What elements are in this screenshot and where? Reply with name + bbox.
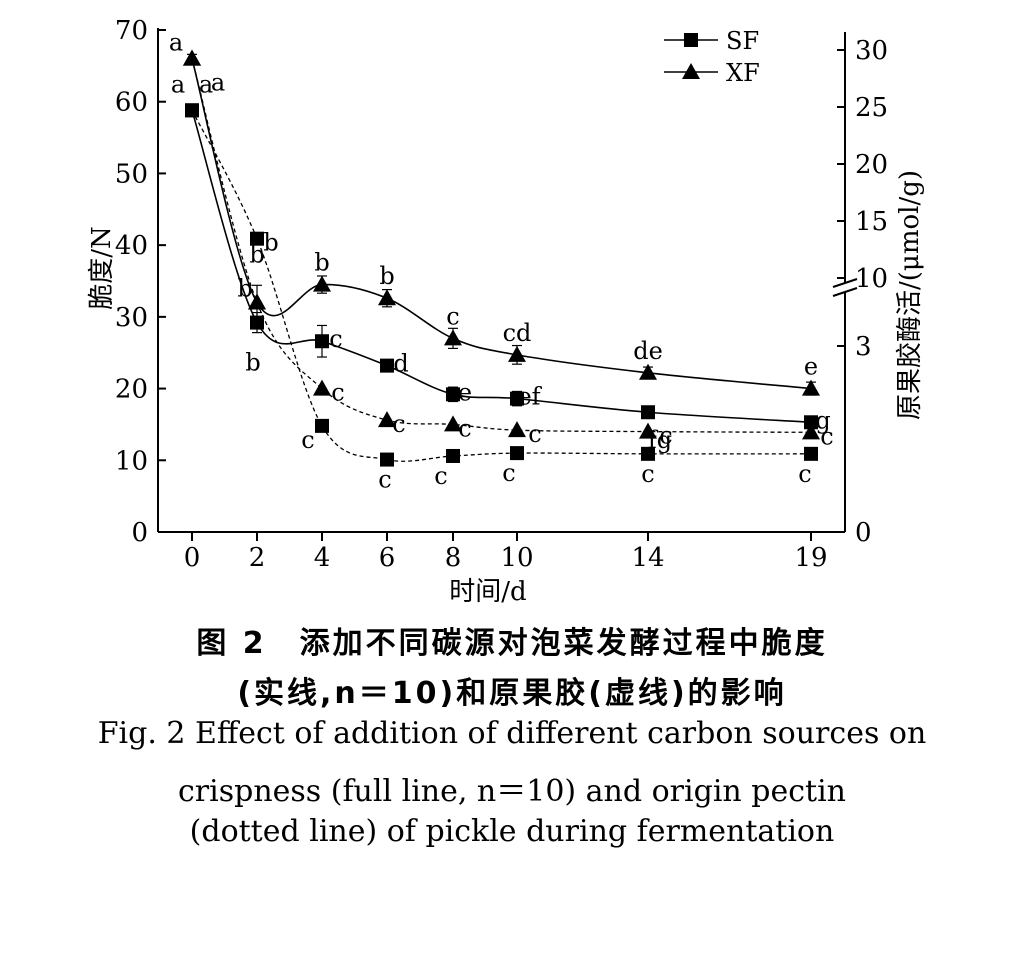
series-line-sf-dotted — [191, 110, 812, 462]
marker-xf-dotted — [639, 422, 657, 439]
legend-label-sf: SF — [726, 27, 759, 55]
significance-letter: a — [199, 70, 213, 98]
significance-letter: c — [331, 379, 344, 407]
left-tick-label: 70 — [115, 16, 148, 46]
chart: 0 10 20 30 40 50 60 70 0 3 10 15 20 25 30 0 2 4 6 8 10 14 19 a… — [87, 16, 925, 607]
x-axis-label: 时间/d — [449, 577, 526, 607]
right-tick-label: 30 — [855, 36, 888, 66]
x-tick-label: 0 — [184, 543, 201, 573]
significance-letter: de — [633, 337, 663, 365]
significance-letter: b — [245, 349, 260, 377]
marker-xf-dotted — [802, 423, 820, 440]
significance-letter: c — [458, 414, 471, 442]
series-line-xf-solid — [191, 58, 812, 390]
series-line-xf-dotted — [191, 58, 812, 433]
legend-label-xf: XF — [726, 59, 760, 87]
marker-sf-dotted — [510, 446, 524, 461]
x-tick-label: 6 — [379, 543, 396, 573]
left-tick-label: 10 — [115, 446, 148, 476]
significance-letter: c — [820, 422, 833, 450]
caption-zh-line1: 图 2 添加不同碳源对泡菜发酵过程中脆度 — [196, 626, 828, 661]
marker-sf-dotted — [641, 446, 655, 461]
marker-sf-dotted — [315, 418, 329, 433]
x-tick-label: 10 — [500, 543, 533, 573]
axes: 0 10 20 30 40 50 60 70 0 3 10 15 20 25 30 0 2 4 6 8 10 14 19 — [115, 16, 888, 573]
left-tick-label: 60 — [115, 88, 148, 118]
significance-letter: a — [171, 70, 185, 98]
significance-letter: c — [798, 460, 811, 488]
significance-letter: c — [434, 462, 447, 490]
marker-xf-dotted — [508, 421, 526, 438]
right-axis-label: 原果胶酶活/(μmol/g) — [895, 170, 925, 420]
right-tick-label: 25 — [855, 93, 888, 123]
left-tick-label: 0 — [131, 518, 148, 548]
significance-letter: cd — [503, 319, 532, 347]
significance-letter: b — [263, 229, 278, 257]
x-tick-label: 8 — [445, 543, 462, 573]
significance-letter: ef — [517, 383, 542, 411]
significance-letter: d — [393, 350, 408, 378]
significance-letter: g — [815, 406, 830, 434]
x-tick-label: 19 — [794, 543, 827, 573]
left-axis-label: 脆度/N — [87, 226, 117, 310]
x-tick-label: 2 — [249, 543, 266, 573]
significance-letter: b — [379, 262, 394, 290]
axis-break-mark — [832, 287, 858, 297]
legend: SF XF — [664, 27, 760, 87]
legend-marker-sf — [684, 33, 698, 47]
right-tick-label: 20 — [855, 150, 888, 180]
series-markers — [183, 49, 820, 467]
marker-sf-dotted — [804, 446, 818, 461]
marker-sf-dotted — [380, 452, 394, 467]
right-tick-label: 3 — [855, 332, 872, 362]
significance-letter: e — [458, 378, 472, 406]
left-tick-label: 20 — [115, 375, 148, 405]
significance-letter: a — [211, 69, 225, 97]
marker-xf-dotted — [378, 411, 396, 428]
significance-letter: b — [237, 275, 252, 303]
caption-en-line1: Fig. 2 Effect of addition of different c… — [97, 716, 927, 751]
significance-letter: c — [392, 410, 405, 438]
marker-xf-dotted — [313, 379, 331, 396]
significance-letter: c — [329, 325, 342, 353]
left-tick-label: 40 — [115, 231, 148, 261]
significance-letter: c — [378, 466, 391, 494]
left-tick-label: 50 — [115, 159, 148, 189]
caption-zh-line2: (实线,n＝10)和原果胶(虚线)的影响 — [237, 676, 787, 711]
axis-break-mark — [832, 278, 858, 288]
marker-xf-dotted — [444, 415, 462, 432]
caption-en-line3: (dotted line) of pickle during fermentat… — [189, 814, 835, 849]
significance-letter: e — [804, 353, 818, 381]
significance-letter: b — [314, 249, 329, 277]
significance-letter: fg — [648, 426, 672, 454]
x-tick-label: 14 — [631, 543, 664, 573]
caption-en-line2: crispness (full line, n＝10) and origin p… — [178, 774, 846, 809]
right-tick-label: 0 — [855, 518, 872, 548]
right-tick-label: 15 — [855, 207, 888, 237]
significance-letter: c — [528, 420, 541, 448]
series-lines — [191, 58, 812, 462]
significance-letter: c — [446, 302, 459, 330]
legend-marker-xf — [682, 63, 700, 79]
significance-letter: a — [169, 29, 183, 57]
x-tick-label: 4 — [314, 543, 331, 573]
significance-letter: b — [249, 241, 264, 269]
left-tick-label: 30 — [115, 303, 148, 333]
right-tick-label: 10 — [855, 264, 888, 294]
significance-letter: c — [641, 460, 654, 488]
marker-sf-dotted — [250, 231, 264, 246]
marker-sf-dotted — [446, 448, 460, 463]
significance-letter: c — [659, 422, 672, 450]
significance-letter: c — [301, 426, 314, 454]
series-line-sf-solid — [191, 110, 812, 424]
significance-letter: c — [502, 459, 515, 487]
